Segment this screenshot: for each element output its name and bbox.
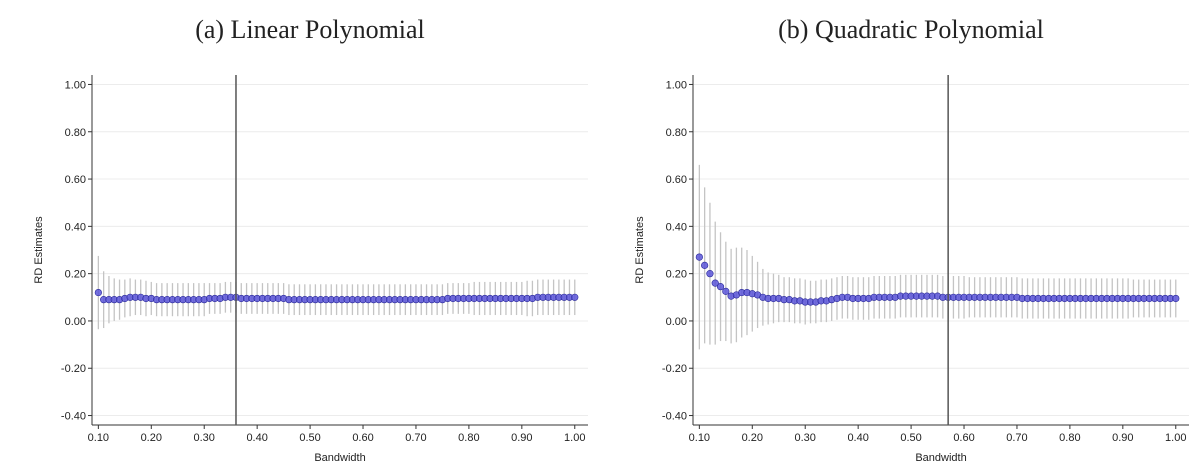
y-tick-label: -0.40	[61, 411, 86, 423]
chart-title: (a) Linear Polynomial	[195, 15, 425, 44]
x-tick-label: 0.30	[795, 432, 816, 444]
y-tick-label: 0.00	[666, 316, 687, 328]
y-tick-label: 0.40	[666, 221, 687, 233]
x-axis-label: Bandwidth	[915, 452, 966, 464]
y-axis-label: RD Estimates	[634, 216, 646, 284]
y-tick-label: 0.60	[666, 174, 687, 186]
x-tick-label: 0.50	[299, 432, 320, 444]
y-tick-label: -0.20	[61, 363, 86, 375]
point	[706, 270, 714, 278]
panel: (b) Quadratic Polynomial -0.40 -0.20 0.00 0…	[634, 15, 1189, 464]
panel: (a) Linear Polynomial -0.40 -0.20 0.00 0.20…	[33, 15, 588, 464]
y-tick-label: -0.40	[662, 411, 687, 423]
x-tick-label: 0.30	[194, 432, 215, 444]
y-tick-label: 0.20	[666, 269, 687, 281]
point	[711, 279, 719, 287]
x-tick-label: 0.80	[1059, 432, 1080, 444]
point	[716, 283, 725, 291]
y-tick-label: 0.80	[666, 127, 687, 139]
x-tick-label: 0.40	[246, 432, 267, 444]
x-tick-label: 0.80	[458, 432, 479, 444]
x-tick-label: 0.60	[352, 432, 373, 444]
x-tick-label: 0.90	[511, 432, 532, 444]
y-tick-label: 1.00	[666, 79, 687, 91]
x-tick-label: 0.20	[742, 432, 763, 444]
y-tick-label: 0.80	[65, 127, 86, 139]
x-tick-label: 1.00	[1165, 432, 1186, 444]
point	[701, 261, 709, 269]
point	[695, 253, 703, 261]
point	[94, 288, 102, 297]
x-tick-label: 0.10	[689, 432, 710, 444]
y-tick-label: 0.60	[65, 174, 86, 186]
x-tick-label: 0.70	[405, 432, 426, 444]
y-axis-label: RD Estimates	[33, 216, 45, 284]
x-tick-label: 0.90	[1112, 432, 1133, 444]
x-tick-label: 0.70	[1006, 432, 1027, 444]
point	[571, 293, 579, 301]
x-axis-label: Bandwidth	[314, 452, 365, 464]
point	[1172, 294, 1180, 303]
chart-title: (b) Quadratic Polynomial	[778, 15, 1044, 44]
x-tick-label: 0.60	[953, 432, 974, 444]
point	[722, 287, 730, 295]
y-tick-label: -0.20	[662, 363, 687, 375]
y-tick-label: 0.20	[65, 269, 86, 281]
x-tick-label: 0.20	[141, 432, 162, 444]
y-tick-label: 0.40	[65, 221, 86, 233]
x-tick-label: 1.00	[564, 432, 585, 444]
y-tick-label: 1.00	[65, 79, 86, 91]
x-tick-label: 0.50	[900, 432, 921, 444]
x-tick-label: 0.10	[88, 432, 109, 444]
x-tick-label: 0.40	[847, 432, 868, 444]
y-tick-label: 0.00	[65, 316, 86, 328]
